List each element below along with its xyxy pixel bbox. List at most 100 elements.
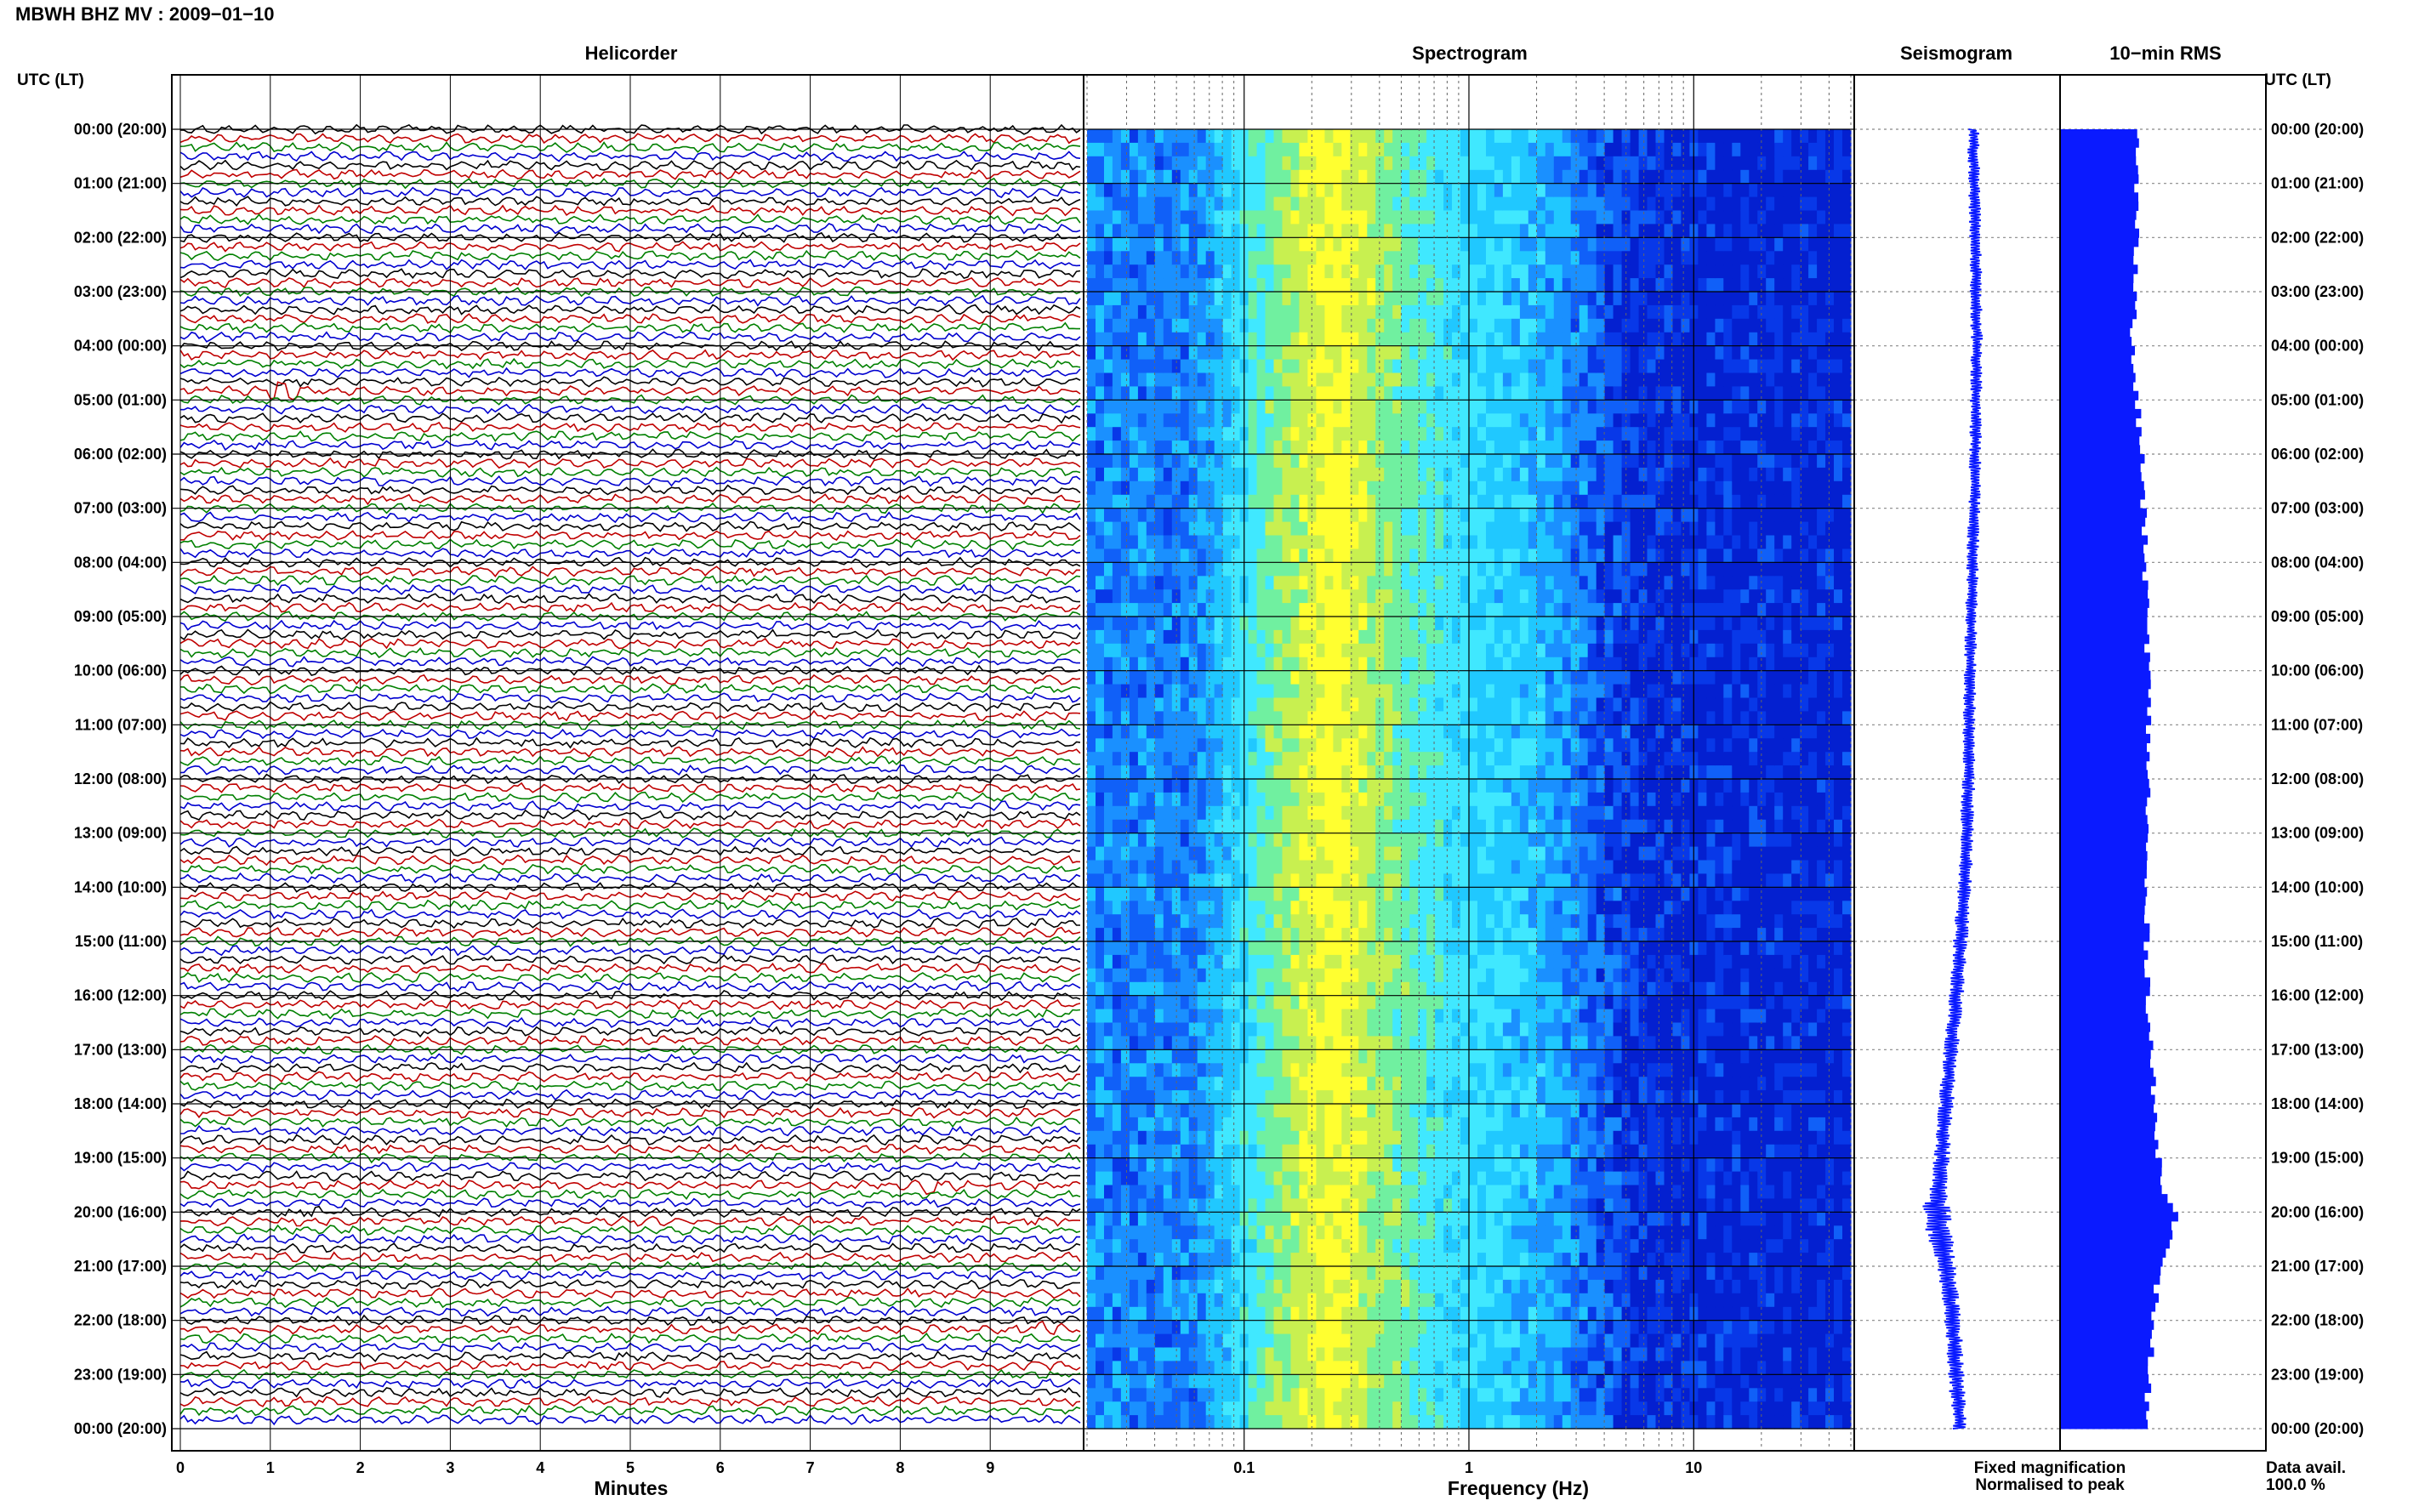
spectrogram-cell <box>1350 711 1359 725</box>
spectrogram-cell <box>1154 576 1164 590</box>
spectrogram-cell <box>1265 670 1275 685</box>
spectrogram-cell <box>1502 981 1512 997</box>
spectrogram-cell <box>1350 617 1359 631</box>
spectrogram-cell <box>1367 765 1376 780</box>
spectrogram-cell <box>1282 1239 1292 1253</box>
spectrogram-cell <box>1171 629 1181 645</box>
spectrogram-cell <box>1273 914 1283 929</box>
spectrogram-cell <box>1316 752 1325 766</box>
spectrogram-cell <box>1205 887 1215 901</box>
spectrogram-cell <box>1214 1185 1224 1199</box>
spectrogram-cell <box>1443 264 1453 279</box>
spectrogram-cell <box>1205 1401 1215 1416</box>
spectrogram-cell <box>1299 549 1308 563</box>
spectrogram-cell <box>1426 643 1436 658</box>
spectrogram-cell <box>1477 928 1487 942</box>
spectrogram-cell <box>1519 1130 1529 1145</box>
spectrogram-cell <box>1197 643 1207 658</box>
spectrogram-cell <box>1316 725 1325 739</box>
spectrogram-cell <box>1188 752 1198 766</box>
spectrogram-cell <box>1477 1185 1487 1199</box>
spectrogram-cell <box>1367 819 1376 834</box>
spectrogram-cell <box>1392 156 1402 171</box>
spectrogram-cell <box>1443 1022 1453 1037</box>
spectrogram-cell <box>1104 359 1113 374</box>
spectrogram-cell <box>1231 142 1241 157</box>
spectrogram-cell <box>1248 1104 1258 1118</box>
spectrogram-cell <box>1163 400 1173 414</box>
spectrogram-cell <box>1384 210 1393 225</box>
spectrogram-cell <box>1460 278 1470 293</box>
spectrogram-cell <box>1460 617 1470 631</box>
spectrogram-cell <box>1367 1063 1376 1077</box>
spectrogram-cell <box>1171 981 1181 997</box>
spectrogram-cell <box>1350 629 1359 645</box>
spectrogram-cell <box>1163 278 1173 293</box>
spectrogram-cell <box>1392 1009 1402 1024</box>
spectrogram-cell <box>1409 711 1419 725</box>
spectrogram-cell <box>1477 1104 1487 1118</box>
spectrogram-cell <box>1316 454 1325 469</box>
spectrogram-cell <box>1401 1171 1410 1186</box>
spectrogram-cell <box>1248 1239 1258 1253</box>
spectrogram-cell <box>1426 670 1436 685</box>
spectrogram-cell <box>1163 237 1173 252</box>
spectrogram-cell <box>1519 981 1529 997</box>
spectrogram-cell <box>1460 1293 1470 1308</box>
spectrogram-cell <box>1469 617 1478 631</box>
spectrogram-cell <box>1307 1333 1317 1349</box>
spectrogram-cell <box>1307 454 1317 469</box>
spectrogram-cell <box>1392 372 1402 387</box>
spectrogram-cell <box>1222 752 1232 766</box>
spectrogram-cell <box>1137 1266 1147 1281</box>
utc-label-left: UTC (LT) <box>17 71 84 89</box>
spectrogram-cell <box>1104 480 1113 496</box>
spectrogram-cell <box>1273 562 1283 577</box>
spectrogram-cell <box>1435 142 1444 157</box>
spectrogram-cell <box>1384 1212 1393 1226</box>
spectrogram-cell <box>1120 1104 1130 1118</box>
spectrogram-cell <box>1401 224 1410 238</box>
spectrogram-cell <box>1460 629 1470 645</box>
spectrogram-cell <box>1104 386 1113 401</box>
spectrogram-cell <box>1333 1130 1342 1145</box>
spectrogram-cell <box>1443 169 1453 185</box>
spectrogram-cell <box>1409 454 1419 469</box>
spectrogram-cell <box>1477 413 1487 428</box>
spectrogram-cell <box>1418 1415 1427 1430</box>
spectrogram-cell <box>1494 1239 1504 1253</box>
spectrogram-cell <box>1222 427 1232 441</box>
spectrogram-cell <box>1205 1157 1215 1173</box>
spectrogram-cell <box>1087 1009 1096 1024</box>
spectrogram-cell <box>1494 292 1504 306</box>
spectrogram-cell <box>1392 1090 1402 1105</box>
spectrogram-cell <box>1104 129 1113 144</box>
spectrogram-cell <box>1426 779 1436 793</box>
spectrogram-cell <box>1494 643 1504 658</box>
spectrogram-cell <box>1502 183 1512 198</box>
spectrogram-cell <box>1096 359 1105 374</box>
spectrogram-cell <box>1146 345 1156 361</box>
spectrogram-cell <box>1256 1239 1266 1253</box>
spectrogram-cell <box>1222 278 1232 293</box>
spectrogram-cell <box>1120 183 1130 198</box>
spectrogram-cell <box>1273 467 1283 482</box>
spectrogram-cell <box>1273 372 1283 387</box>
spectrogram-cell <box>1502 562 1512 577</box>
spectrogram-cell <box>1435 1049 1444 1064</box>
spectrogram-cell <box>1316 901 1325 915</box>
spectrogram-cell <box>1519 1157 1529 1173</box>
spectrogram-cell <box>1375 427 1385 441</box>
spectrogram-cell <box>1231 846 1241 861</box>
spectrogram-cell <box>1519 954 1529 969</box>
spectrogram-cell <box>1460 711 1470 725</box>
spectrogram-cell <box>1197 169 1207 185</box>
spectrogram-cell <box>1469 454 1478 469</box>
spectrogram-cell <box>1316 765 1325 780</box>
spectrogram-cell <box>1392 441 1402 455</box>
spectrogram-cell <box>1401 819 1410 834</box>
spectrogram-cell <box>1426 1306 1436 1322</box>
spectrogram-cell <box>1333 901 1342 915</box>
spectrogram-cell <box>1222 169 1232 185</box>
spectrogram-cell <box>1096 928 1105 942</box>
